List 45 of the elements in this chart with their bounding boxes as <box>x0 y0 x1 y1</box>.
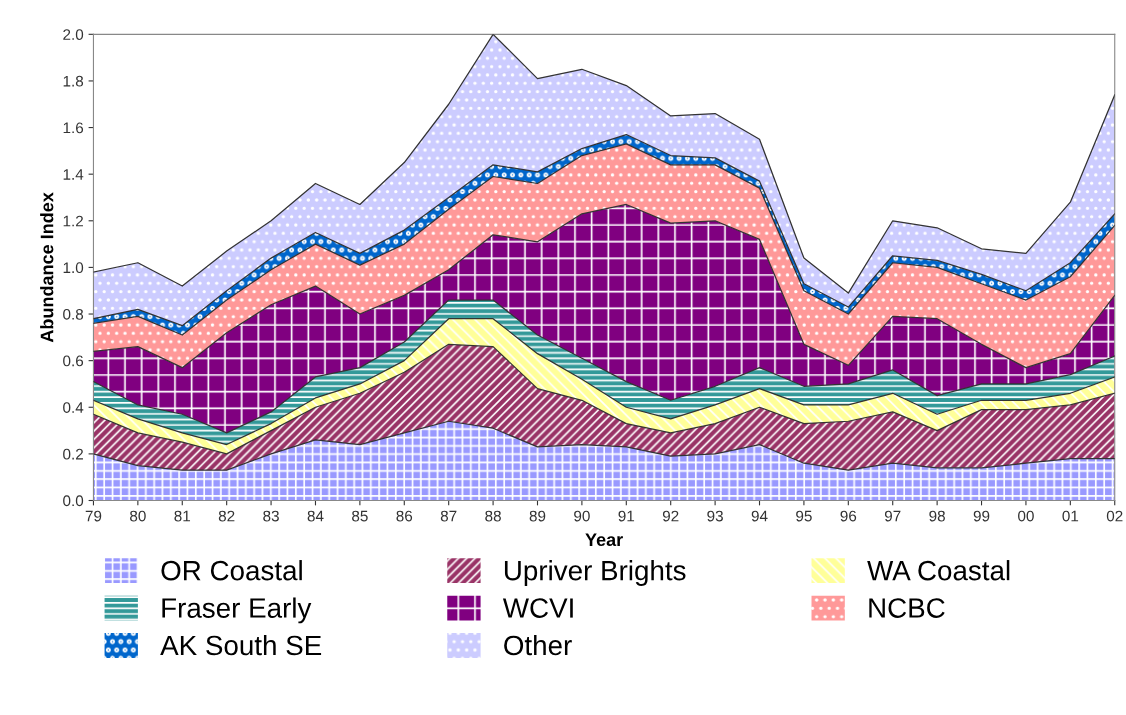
y-tick-label: 1.6 <box>63 122 84 134</box>
x-tick-label: 84 <box>307 510 324 522</box>
y-tick-label: 0.2 <box>63 448 83 460</box>
x-tick-label: 80 <box>130 510 146 522</box>
y-tick-label: 2.0 <box>63 29 84 41</box>
x-tick-label: 97 <box>884 510 901 522</box>
x-tick-label: 90 <box>574 510 590 522</box>
x-tick-label: 92 <box>662 510 679 522</box>
x-axis-title: Year <box>585 533 623 547</box>
legend-label: Other <box>504 634 572 656</box>
x-tick-label: 01 <box>1062 510 1079 522</box>
legend-label: Fraser Early <box>162 597 312 624</box>
x-tick-label: 94 <box>751 510 768 522</box>
x-tick-label: 81 <box>174 510 191 522</box>
y-tick-label: 0.8 <box>63 308 84 320</box>
y-tick-label: 1.4 <box>63 169 84 180</box>
x-tick-label: 79 <box>85 510 102 522</box>
x-tick-label: 87 <box>440 510 457 522</box>
y-tick-label: 1.8 <box>63 75 84 87</box>
x-tick-label: 86 <box>396 510 413 522</box>
x-tick-label: 99 <box>973 510 990 522</box>
legend-label: AK South SE <box>160 634 322 656</box>
y-tick-label: 0.6 <box>63 355 84 367</box>
x-tick-label: 83 <box>263 510 279 522</box>
x-tick-label: 00 <box>1018 510 1034 522</box>
legend-label: NCBC <box>869 598 945 618</box>
x-tick-label: 93 <box>707 510 723 522</box>
x-tick-label: 82 <box>218 510 235 522</box>
legend-label: Upriver Brights <box>504 560 686 586</box>
x-tick-label: 88 <box>485 510 501 522</box>
legend-label: WCVI <box>502 598 573 618</box>
legend-label: WA Coastal <box>867 560 1010 581</box>
y-axis-title: Abundance Index <box>40 192 54 343</box>
x-tick-label: 89 <box>529 510 546 522</box>
y-tick-label: 1.0 <box>63 262 84 274</box>
y-tick-label: 0.0 <box>63 495 84 507</box>
x-tick-label: 02 <box>1106 510 1123 522</box>
y-tick-label: 1.2 <box>63 215 83 227</box>
x-tick-label: 91 <box>618 510 635 522</box>
x-tick-label: 95 <box>796 510 812 522</box>
x-tick-label: 96 <box>840 510 857 522</box>
y-tick-label: 0.4 <box>63 402 84 413</box>
x-tick-label: 85 <box>352 510 368 522</box>
legend-label: OR Coastal <box>161 560 302 581</box>
x-tick-label: 98 <box>929 510 945 522</box>
